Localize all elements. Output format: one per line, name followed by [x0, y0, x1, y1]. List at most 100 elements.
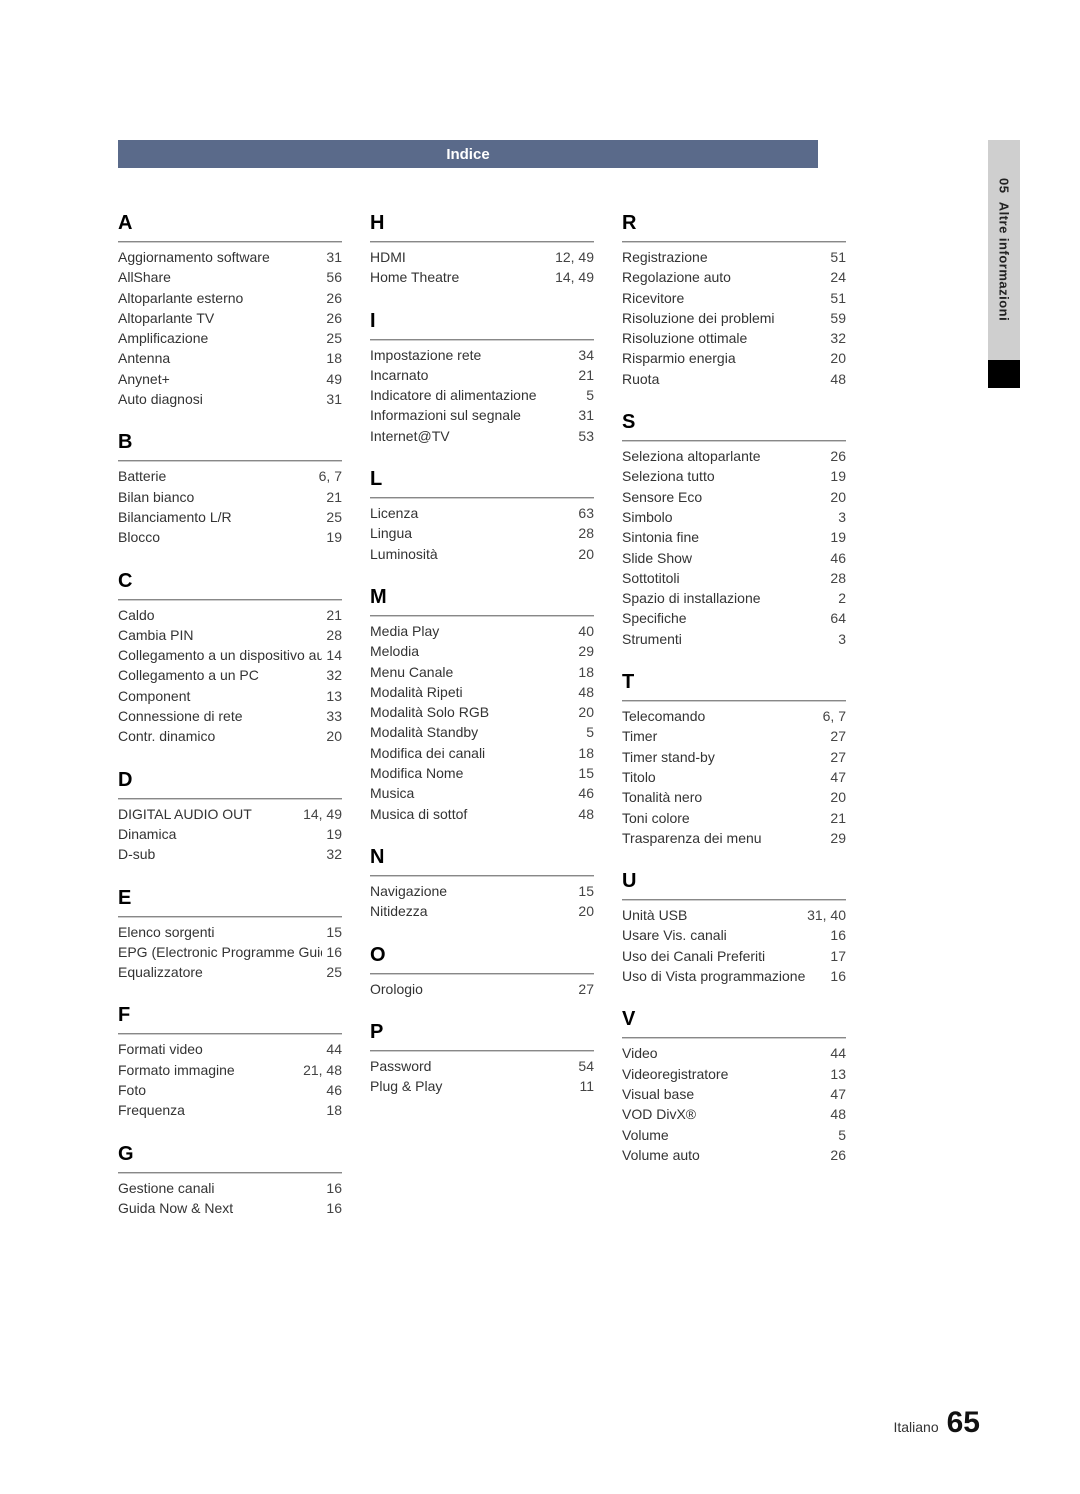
index-entry: Home Theatre14, 49	[370, 267, 594, 287]
index-term: Tonalità nero	[622, 787, 826, 807]
index-page: 29	[574, 641, 594, 661]
index-term: Seleziona altoparlante	[622, 446, 826, 466]
chapter-number: 05	[997, 178, 1012, 193]
index-term: Modalità Solo RGB	[370, 702, 574, 722]
index-entry: Regolazione auto24	[622, 267, 846, 287]
index-entry: Batterie6, 7	[118, 466, 342, 486]
index-entry: AllShare56	[118, 267, 342, 287]
index-page: 2	[834, 588, 846, 608]
index-page: 59	[826, 308, 846, 328]
index-column-2: HHDMI12, 49Home Theatre14, 49IImpostazio…	[370, 190, 594, 1218]
index-term: Regolazione auto	[622, 267, 826, 287]
index-entry: Dinamica19	[118, 824, 342, 844]
index-page: 46	[322, 1080, 342, 1100]
chapter-title: Altre informazioni	[997, 202, 1012, 322]
index-page: 20	[322, 726, 342, 746]
index-page: 48	[574, 682, 594, 702]
index-page: 14	[322, 645, 342, 665]
index-page: 47	[826, 1084, 846, 1104]
index-letter: T	[622, 671, 846, 694]
index-term: HDMI	[370, 247, 551, 267]
index-page: 19	[322, 527, 342, 547]
divider	[118, 599, 342, 601]
index-entry: Frequenza18	[118, 1100, 342, 1120]
index-page: 5	[582, 722, 594, 742]
index-page: 26	[826, 446, 846, 466]
index-entry: Strumenti3	[622, 629, 846, 649]
index-term: Caldo	[118, 605, 322, 625]
footer-language: Italiano	[893, 1419, 938, 1435]
index-entry: Plug & Play11	[370, 1076, 594, 1096]
index-term: Foto	[118, 1080, 322, 1100]
index-term: Dinamica	[118, 824, 322, 844]
index-entry: Uso dei Canali Preferiti17	[622, 946, 846, 966]
index-page: 51	[826, 247, 846, 267]
index-term: Password	[370, 1056, 574, 1076]
index-term: Modifica Nome	[370, 763, 574, 783]
index-columns: AAggiornamento software31AllShare56Altop…	[118, 190, 1020, 1218]
index-term: Component	[118, 686, 322, 706]
index-term: Volume auto	[622, 1145, 826, 1165]
index-page: 11	[575, 1076, 594, 1096]
index-page: 48	[826, 369, 846, 389]
index-page: 31, 40	[803, 905, 846, 925]
index-term: Seleziona tutto	[622, 466, 826, 486]
index-term: EPG (Electronic Programme Guide)	[118, 942, 322, 962]
index-term: Sottotitoli	[622, 568, 826, 588]
index-page: 44	[826, 1043, 846, 1063]
index-entry: Nitidezza20	[370, 901, 594, 921]
index-term: Collegamento a un dispositivo audio	[118, 645, 322, 665]
index-entry: Aggiornamento software31	[118, 247, 342, 267]
index-term: Aggiornamento software	[118, 247, 322, 267]
index-entry: Bilanciamento L/R25	[118, 507, 342, 527]
index-letter: P	[370, 1021, 594, 1044]
divider	[370, 339, 594, 341]
index-term: Altoparlante TV	[118, 308, 322, 328]
index-term: Lingua	[370, 523, 574, 543]
divider	[118, 460, 342, 462]
index-entry: Musica46	[370, 783, 594, 803]
index-page: 34	[574, 345, 594, 365]
index-term: Uso di Vista programmazione	[622, 966, 826, 986]
index-page: 21, 48	[299, 1060, 342, 1080]
index-page: 21	[322, 487, 342, 507]
index-entry: Amplificazione25	[118, 328, 342, 348]
index-entry: Lingua28	[370, 523, 594, 543]
index-term: Registrazione	[622, 247, 826, 267]
index-term: Connessione di rete	[118, 706, 322, 726]
index-page: 46	[826, 548, 846, 568]
index-page: 16	[826, 966, 846, 986]
index-term: Risoluzione dei problemi	[622, 308, 826, 328]
divider	[370, 973, 594, 975]
index-page: 18	[574, 662, 594, 682]
index-entry: Media Play40	[370, 621, 594, 641]
index-term: Internet@TV	[370, 426, 574, 446]
index-entry: Tonalità nero20	[622, 787, 846, 807]
index-page: 5	[582, 385, 594, 405]
index-page: 28	[322, 625, 342, 645]
index-term: Contr. dinamico	[118, 726, 322, 746]
index-entry: Collegamento a un dispositivo audio14	[118, 645, 342, 665]
divider	[622, 241, 846, 243]
index-page: 16	[826, 925, 846, 945]
index-entry: Titolo47	[622, 767, 846, 787]
index-page: 25	[322, 507, 342, 527]
index-entry: Modifica Nome15	[370, 763, 594, 783]
index-term: Usare Vis. canali	[622, 925, 826, 945]
index-entry: Timer stand-by27	[622, 747, 846, 767]
index-term: Videoregistratore	[622, 1064, 826, 1084]
index-entry: Internet@TV53	[370, 426, 594, 446]
index-term: Orologio	[370, 979, 574, 999]
index-letter: I	[370, 310, 594, 333]
index-page: 49	[322, 369, 342, 389]
footer-page-number: 65	[947, 1406, 980, 1440]
index-entry: Telecomando6, 7	[622, 706, 846, 726]
index-page: 25	[322, 962, 342, 982]
index-entry: Risoluzione ottimale32	[622, 328, 846, 348]
index-entry: Modifica dei canali18	[370, 743, 594, 763]
index-letter: S	[622, 411, 846, 434]
index-entry: Usare Vis. canali16	[622, 925, 846, 945]
index-page: 16	[322, 942, 342, 962]
index-page: 48	[826, 1104, 846, 1124]
side-tab-text: 05 Altre informazioni	[997, 178, 1012, 321]
